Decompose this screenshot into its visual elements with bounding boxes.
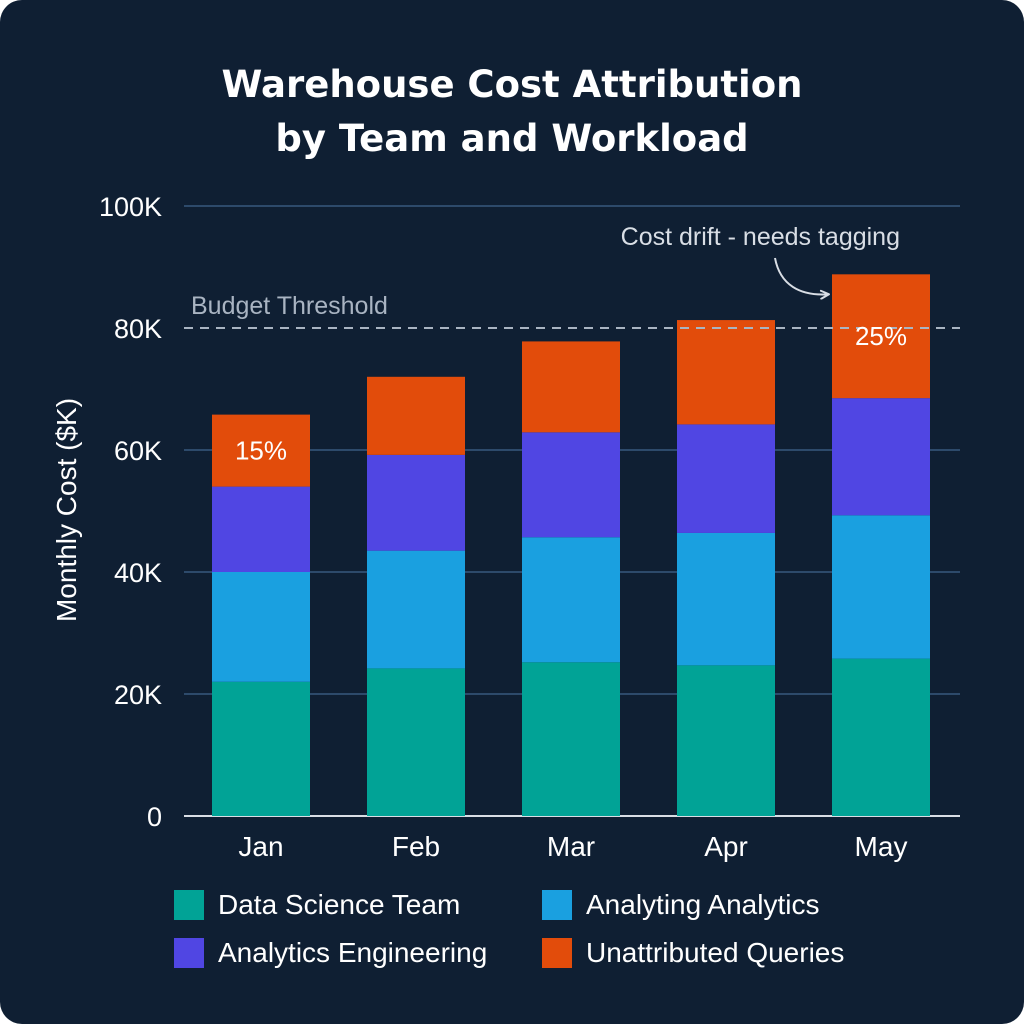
chart-title: Warehouse Cost Attribution by Team and W…: [0, 58, 1024, 166]
bar-mar-analyting-analytics: [522, 537, 620, 663]
x-tick-label: Jan: [238, 831, 283, 862]
annotation-arrow: [774, 257, 830, 300]
bar-feb-analytics-engineering: [367, 454, 465, 551]
chart-labels: 0 20K 40K 60K 80K 100K Jan Feb Mar Apr May 15% 25% Co…: [99, 192, 908, 862]
y-tick-label: 80K: [114, 314, 162, 344]
bar-mar-unattributed-queries: [522, 341, 620, 433]
bar-jan-unattributed-queries: [212, 414, 310, 487]
bars: [212, 274, 930, 816]
bar-may-analytics-engineering: [832, 398, 930, 516]
budget-threshold: Budget Threshold: [184, 292, 960, 329]
chart-title-line-1: Warehouse Cost Attribution: [221, 63, 803, 106]
bar-mar-data-science-team: [522, 662, 620, 816]
y-tick-label: 20K: [114, 680, 162, 710]
y-axis-title: Monthly Cost ($K): [51, 398, 82, 622]
annotation-label: Cost drift - needs tagging: [621, 223, 900, 251]
y-tick-label: 100K: [99, 192, 162, 222]
y-tick-label: 40K: [114, 558, 162, 588]
bar-feb-unattributed-queries: [367, 376, 465, 455]
budget-threshold-label: Budget Threshold: [191, 292, 388, 320]
y-tick-label: 60K: [114, 436, 162, 466]
bar-may-data-science-team: [832, 658, 930, 816]
bar-feb-analyting-analytics: [367, 550, 465, 669]
bar-apr-data-science-team: [677, 665, 775, 816]
chart-title-line-2: by Team and Workload: [275, 117, 749, 160]
bar-apr-analytics-engineering: [677, 424, 775, 533]
bar-may-analyting-analytics: [832, 515, 930, 659]
bar-mar-analytics-engineering: [522, 432, 620, 538]
x-tick-label: Apr: [704, 831, 748, 862]
bar-may-unattributed-queries: [832, 274, 930, 399]
y-tick-label: 0: [147, 802, 162, 832]
bar-apr-unattributed-queries: [677, 320, 775, 425]
bar-value-label: 25%: [855, 321, 907, 351]
x-tick-label: May: [855, 831, 908, 862]
x-tick-label: Mar: [547, 831, 595, 862]
bar-jan-analyting-analytics: [212, 572, 310, 682]
bar-jan-analytics-engineering: [212, 486, 310, 572]
bar-value-label: 15%: [235, 436, 287, 466]
bar-jan-data-science-team: [212, 681, 310, 816]
bar-apr-analyting-analytics: [677, 532, 775, 666]
x-tick-label: Feb: [392, 831, 440, 862]
bar-feb-data-science-team: [367, 668, 465, 816]
